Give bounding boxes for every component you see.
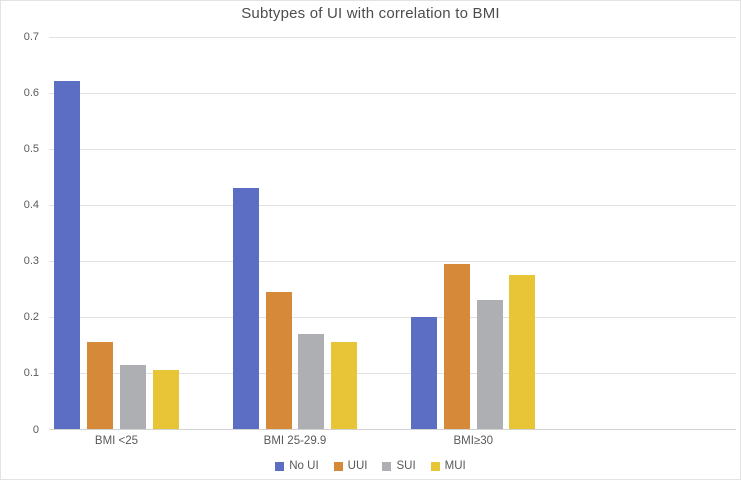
- y-axis-tick-label: 0.5: [23, 143, 39, 156]
- y-axis-tick-label: 0.4: [23, 199, 39, 212]
- gridline-0.5: [49, 148, 736, 150]
- chart-legend: No UI UUI SUI MUI: [1, 460, 740, 472]
- legend-swatch-icon: [430, 461, 440, 471]
- gridline-0.2: [49, 316, 736, 318]
- bar-uui-2: [443, 263, 470, 429]
- legend-label: MUI: [444, 460, 466, 472]
- bar-sui-2: [476, 300, 503, 429]
- gridline-0.3: [49, 260, 736, 262]
- legend-label: UUI: [347, 460, 368, 472]
- gridline-0: [49, 429, 736, 430]
- y-axis-tick-label: 0.1: [23, 367, 39, 380]
- bar-no-ui-2: [411, 316, 438, 429]
- bar-no-ui-1: [232, 187, 259, 429]
- bar-no-ui-0: [54, 81, 81, 429]
- gridline-0.6: [49, 92, 736, 94]
- bar-mui-2: [509, 274, 536, 429]
- legend-swatch-icon: [275, 461, 285, 471]
- bar-sui-1: [298, 333, 325, 429]
- legend-label: SUI: [396, 460, 416, 472]
- legend-item-no-ui: No UI: [275, 460, 319, 472]
- y-axis-tick-label: 0.3: [23, 255, 39, 268]
- legend-item-sui: SUI: [382, 460, 416, 472]
- y-axis-tick-label: 0: [32, 423, 39, 436]
- gridline-0.1: [49, 372, 736, 374]
- y-axis-tick-label: 0.6: [23, 87, 39, 100]
- x-axis-category-label: BMI≥30: [453, 435, 494, 447]
- legend-swatch-icon: [333, 461, 343, 471]
- bar-mui-1: [331, 342, 358, 429]
- x-axis-category-label: BMI 25-29.9: [263, 435, 327, 447]
- y-axis-tick-label: 0.7: [23, 31, 39, 43]
- legend-label: No UI: [289, 460, 319, 472]
- gridline-0.4: [49, 204, 736, 206]
- legend-item-uui: UUI: [333, 460, 368, 472]
- gridline-0.7: [49, 36, 736, 38]
- bar-uui-0: [87, 342, 114, 429]
- y-axis-tick-label: 0.2: [23, 311, 39, 324]
- bar-sui-0: [119, 364, 146, 429]
- legend-item-mui: MUI: [430, 460, 466, 472]
- chart-title: Subtypes of UI with correlation to BMI: [241, 5, 500, 22]
- bar-mui-0: [152, 370, 179, 429]
- x-axis-category-label: BMI <25: [94, 435, 139, 447]
- legend-swatch-icon: [382, 461, 392, 471]
- bar-uui-1: [265, 291, 292, 429]
